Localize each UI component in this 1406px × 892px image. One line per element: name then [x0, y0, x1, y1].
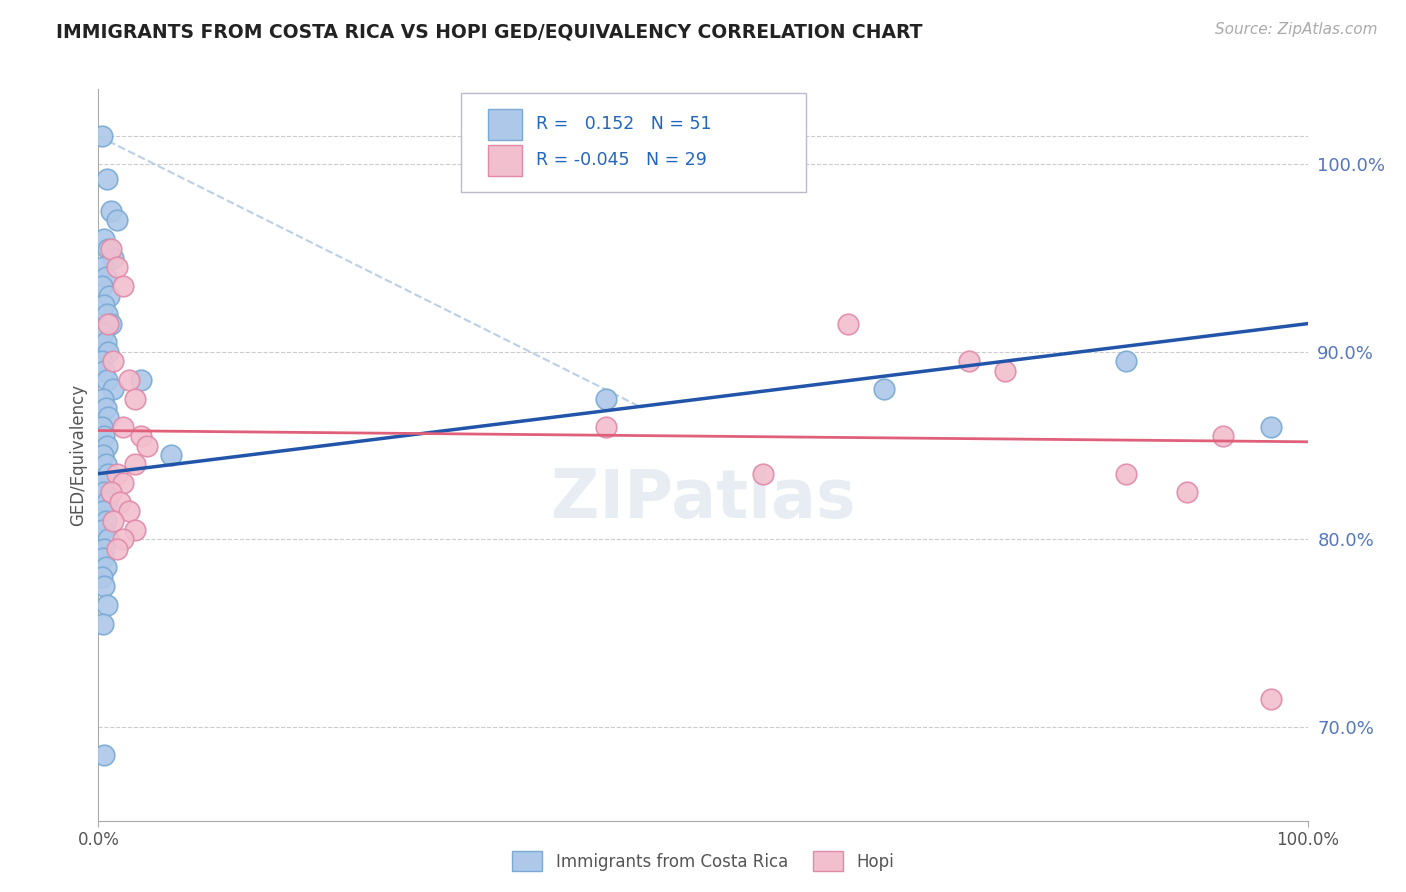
Bar [488, 145, 522, 176]
Point [94, 458, 117, 472]
Point [91, 570, 114, 584]
Point [96, 598, 118, 612]
Point [91, 504, 114, 518]
Point [96, 495, 118, 509]
Point [752, 467, 775, 481]
Text: Source: ZipAtlas.com: Source: ZipAtlas.com [1215, 22, 1378, 37]
Point [101, 382, 124, 396]
Point [93, 485, 115, 500]
Point [837, 317, 859, 331]
Point [118, 373, 141, 387]
Point [94, 269, 117, 284]
Point [91, 129, 114, 144]
Point [100, 204, 122, 219]
Point [873, 382, 896, 396]
Point [111, 279, 134, 293]
Point [91, 354, 114, 368]
Point [97, 410, 120, 425]
Point [97, 344, 120, 359]
Point [91, 476, 114, 491]
FancyBboxPatch shape [461, 93, 806, 192]
Point [595, 419, 617, 434]
Text: R = -0.045   N = 29: R = -0.045 N = 29 [536, 151, 707, 169]
Point [118, 504, 141, 518]
Point [94, 335, 117, 350]
Point [93, 541, 115, 556]
Point [91, 448, 114, 462]
Point [111, 419, 134, 434]
Point [1260, 691, 1282, 706]
Point [101, 251, 124, 265]
Text: ZIPatlas: ZIPatlas [551, 466, 855, 532]
Legend: Immigrants from Costa Rica, Hopi: Immigrants from Costa Rica, Hopi [506, 845, 900, 878]
Point [1115, 467, 1137, 481]
Point [93, 232, 115, 246]
Point [96, 172, 118, 186]
Point [957, 354, 980, 368]
Point [93, 429, 115, 443]
Point [100, 242, 122, 256]
Point [129, 373, 152, 387]
Point [1260, 419, 1282, 434]
Point [93, 747, 115, 762]
Point [105, 467, 128, 481]
Point [1175, 485, 1198, 500]
Point [124, 523, 146, 537]
Point [91, 392, 114, 406]
Point [595, 392, 617, 406]
Point [101, 514, 124, 528]
Point [111, 533, 134, 547]
Point [96, 307, 118, 321]
Point [105, 213, 128, 227]
Point [124, 458, 146, 472]
Point [97, 533, 120, 547]
Point [97, 467, 120, 481]
Text: R =   0.152   N = 51: R = 0.152 N = 51 [536, 115, 711, 133]
Point [101, 354, 124, 368]
Point [91, 616, 114, 631]
Point [994, 363, 1017, 377]
Point [135, 438, 157, 452]
Point [105, 541, 128, 556]
Point [160, 448, 183, 462]
Point [93, 579, 115, 593]
Point [129, 429, 152, 443]
Point [124, 392, 146, 406]
Point [91, 551, 114, 566]
Point [97, 317, 120, 331]
Point [100, 485, 122, 500]
Point [91, 523, 114, 537]
Point [98, 288, 121, 302]
Point [91, 326, 114, 340]
Point [94, 514, 117, 528]
Point [96, 373, 118, 387]
Point [100, 317, 122, 331]
Point [105, 260, 128, 275]
Point [97, 242, 120, 256]
Point [93, 298, 115, 312]
Point [93, 363, 115, 377]
Text: IMMIGRANTS FROM COSTA RICA VS HOPI GED/EQUIVALENCY CORRELATION CHART: IMMIGRANTS FROM COSTA RICA VS HOPI GED/E… [56, 22, 922, 41]
Point [91, 260, 114, 275]
Point [91, 419, 114, 434]
Point [111, 476, 134, 491]
Point [96, 438, 118, 452]
Bar [488, 109, 522, 140]
Y-axis label: GED/Equivalency: GED/Equivalency [69, 384, 87, 526]
Point [1212, 429, 1234, 443]
Point [91, 279, 114, 293]
Point [94, 560, 117, 574]
Point [108, 495, 131, 509]
Point [94, 401, 117, 415]
Point [1115, 354, 1137, 368]
